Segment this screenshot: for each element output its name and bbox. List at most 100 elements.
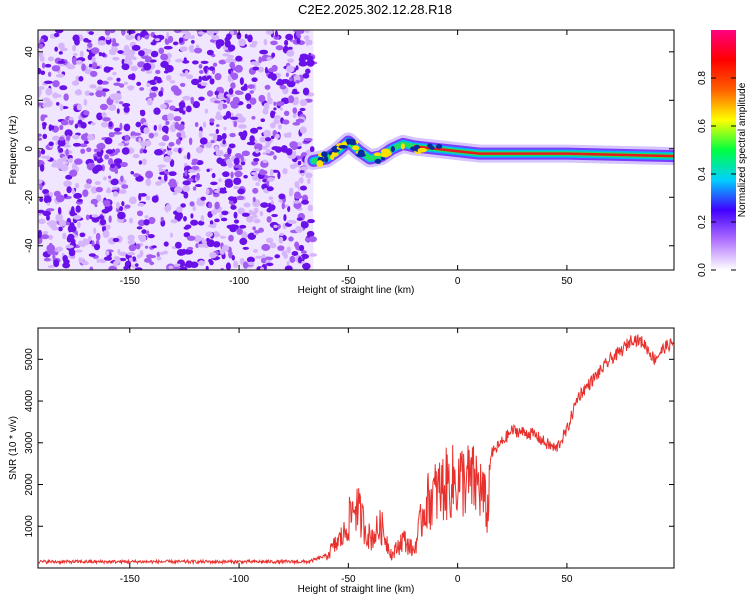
heatmap-noise-cell	[295, 65, 299, 71]
heatmap-noise-cell	[51, 65, 61, 72]
heatmap-noise-cell	[150, 50, 159, 58]
heatmap-noise-cell	[270, 73, 277, 81]
heatmap-noise-cell	[163, 45, 173, 50]
heatmap-noise-cell	[38, 43, 44, 49]
heatmap-noise-cell	[178, 147, 182, 154]
heatmap-track-blob	[400, 143, 405, 150]
heatmap-noise-cell	[62, 255, 68, 262]
heatmap-noise-cell	[306, 230, 315, 238]
heatmap-noise-cell	[117, 211, 126, 220]
heatmap-noise-cell	[112, 237, 120, 243]
heatmap-noise-cell	[233, 211, 238, 219]
heatmap-noise-cell	[90, 122, 96, 126]
heatmap-noise-cell	[273, 118, 280, 125]
heatmap-noise-cell	[131, 44, 141, 51]
heatmap-noise-cell	[256, 126, 263, 130]
heatmap-noise-cell	[73, 52, 78, 57]
heatmap-noise-cell	[285, 33, 294, 41]
heatmap-noise-cell	[297, 256, 303, 264]
heatmap-noise-cell	[299, 126, 307, 134]
heatmap-noise-cell	[155, 38, 160, 42]
colorbar-tick-label: 0.0	[697, 263, 708, 277]
heatmap-noise-cell	[127, 49, 131, 54]
heatmap-noise-cell	[104, 137, 113, 145]
heatmap-noise-cell	[215, 114, 224, 121]
heatmap-noise-cell	[174, 186, 183, 194]
snr-series-line	[38, 334, 674, 566]
heatmap-noise-cell	[236, 195, 245, 201]
heatmap-noise-cell	[288, 46, 293, 51]
heatmap-noise-cell	[252, 174, 259, 181]
heatmap-noise-cell	[121, 63, 130, 71]
heatmap-noise-cell	[63, 193, 68, 198]
heatmap-noise-cell	[141, 158, 147, 166]
heatmap-noise-cell	[196, 199, 206, 207]
heatmap-noise-cell	[89, 84, 97, 89]
heatmap-noise-cell	[76, 198, 83, 203]
heatmap-noise-cell	[188, 137, 193, 146]
heatmap-noise-cell	[108, 265, 118, 270]
heatmap-noise-cell	[146, 82, 151, 88]
heatmap-noise-cell	[148, 132, 155, 139]
heatmap-noise-cell	[102, 91, 106, 97]
heatmap-noise-cell	[147, 97, 153, 106]
heatmap-noise-cell	[169, 80, 176, 84]
heatmap-noise-cell	[115, 148, 121, 154]
heatmap-noise-cell	[228, 143, 236, 149]
heatmap-noise-cell	[212, 241, 221, 248]
heatmap-noise-cell	[93, 227, 97, 235]
heatmap-noise-cell	[96, 112, 103, 121]
heatmap-noise-cell	[65, 174, 73, 180]
heatmap-noise-cell	[68, 117, 74, 121]
heatmap-noise-cell	[125, 33, 134, 41]
heatmap-noise-cell	[103, 256, 113, 261]
heatmap-noise-cell	[299, 107, 306, 112]
heatmap-noise-cell	[104, 30, 111, 36]
heatmap-noise-cell	[146, 230, 150, 236]
heatmap-noise-cell	[250, 171, 258, 176]
heatmap-noise-cell	[153, 132, 159, 137]
snr-panel: -150 -100 -50 0 50 1000 2000 3000 4000 5000 Heig…	[8, 327, 675, 595]
heatmap-noise-cell	[120, 161, 128, 168]
heatmap-noise-cell	[151, 92, 157, 98]
heatmap-noise-cell	[93, 243, 101, 251]
heatmap-noise-cell	[64, 129, 73, 137]
heatmap-noise-cell	[90, 198, 99, 205]
heatmap-noise-cell	[251, 115, 256, 120]
heatmap-noise-cell	[246, 256, 255, 263]
heatmap-noise-cell	[284, 39, 289, 47]
heatmap-noise-cell	[40, 148, 46, 155]
heatmap-noise-cell	[166, 150, 173, 156]
heatmap-noise-cell	[116, 108, 120, 114]
heatmap-noise-cell	[285, 72, 290, 77]
heatmap-noise-cell	[286, 49, 295, 57]
heatmap-noise-cell	[195, 146, 204, 154]
heatmap-noise-cell	[261, 243, 271, 251]
heatmap-noise-cell	[144, 215, 149, 219]
heatmap-noise-cell	[198, 260, 205, 266]
heatmap-noise-cell	[273, 34, 280, 40]
heatmap-noise-cell	[266, 56, 272, 61]
heatmap-noise-cell	[273, 224, 278, 228]
heatmap-noise-cell	[292, 88, 298, 93]
heatmap-noise-cell	[262, 151, 266, 156]
heatmap-noise-cell	[123, 265, 130, 270]
heatmap-track-blob	[390, 146, 396, 153]
heatmap-noise-cell	[71, 80, 80, 86]
snr-y-label: SNR (10 * v/v)	[8, 416, 19, 480]
heatmap-noise-cell	[244, 93, 252, 101]
heatmap-noise-cell	[74, 89, 83, 96]
heatmap-noise-cell	[282, 119, 290, 125]
heatmap-noise-cell	[93, 148, 99, 153]
heatmap-noise-cell	[139, 249, 144, 258]
heatmap-noise-cell	[73, 192, 83, 199]
heatmap-noise-cell	[234, 64, 243, 73]
heatmap-noise-cell	[225, 33, 232, 40]
heatmap-noise-cell	[257, 66, 264, 73]
heatmap-noise-cell	[40, 114, 45, 122]
heatmap-noise-cell	[174, 58, 184, 63]
heatmap-noise-cell	[251, 77, 258, 83]
heatmap-noise-cell	[105, 149, 114, 155]
heatmap-noise-cell	[214, 72, 222, 81]
heatmap-noise-cell	[200, 60, 209, 65]
